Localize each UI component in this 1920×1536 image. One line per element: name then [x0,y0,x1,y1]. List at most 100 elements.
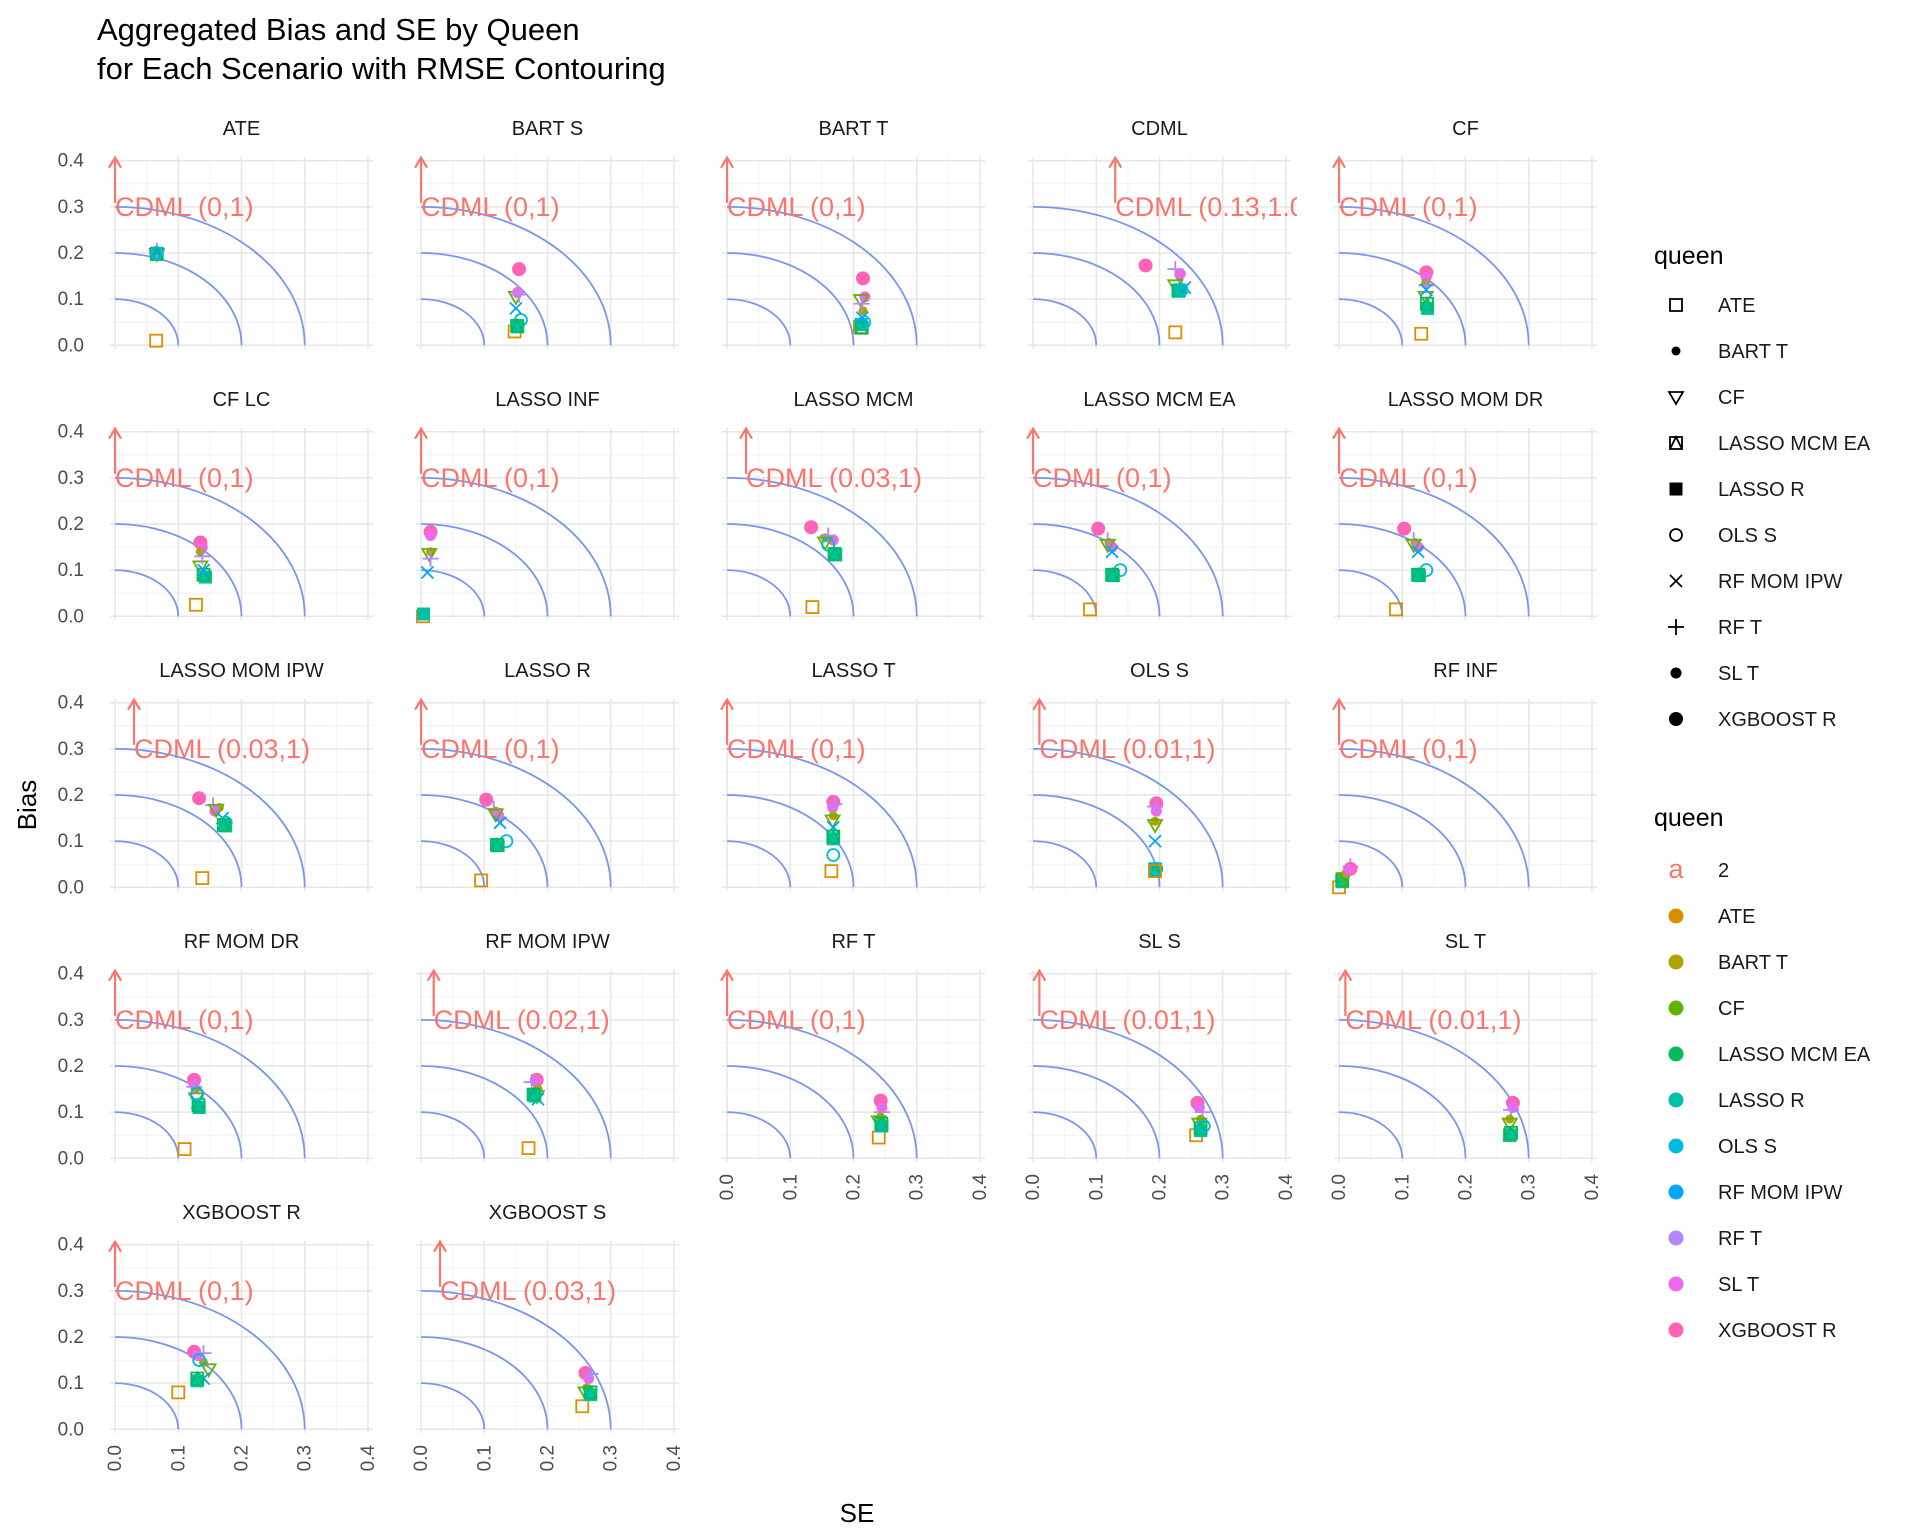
rmse-contour-0-2 [1033,523,1161,617]
shape-legend-item-rf-mom-ipw: RF MOM IPW [1669,571,1843,593]
rmse-contours [727,205,918,346]
panel-lasso-r: LASSO R CDML (0,1) [414,660,679,891]
panel-grid [1334,428,1597,620]
point-rf-t [195,1345,212,1362]
rmse-contour-0-2 [727,252,855,346]
rmse-contour-0-3 [115,205,306,346]
panel-points [1146,796,1164,879]
point-ols-s [190,1086,205,1101]
rmse-contours [727,1018,918,1159]
legend-key-swatch [1668,1092,1684,1108]
x-tick-label: 0.0 [105,1445,126,1471]
rmse-contour-0-2 [1339,794,1467,888]
panel-cdml: CDML CDML (0.13,1.0 [1028,118,1297,349]
point-cf [1501,1117,1519,1133]
cdml-annotation: CDML (0.13,1.0 [1108,155,1297,222]
legend-key-ols-s [1669,528,1683,542]
point-rf-mom-ipw [196,563,211,577]
point-sl-t [425,530,437,542]
cdml-annotation-text: CDML (0,1) [1339,463,1478,493]
cdml-arrow [1026,426,1041,474]
y-tick-label: 0.2 [58,1056,84,1077]
panel-ols-s: OLS S CDML (0.01,1) [1028,660,1291,891]
cdml-annotation-text: CDML (0,1) [421,192,560,222]
cdml-annotation: CDML (0.03,1) [127,697,310,764]
color-legend-item-ols-s: OLS S [1668,1136,1777,1158]
panel-rf-inf: RF INF CDML (0,1) [1332,660,1597,895]
cdml-annotation: CDML (0,1) [1332,155,1478,222]
x-tick-label: 0.0 [1329,1174,1350,1200]
cdml-annotation: CDML (0.03,1) [739,426,922,493]
panel-strip-label: SL S [1138,931,1181,953]
panel-grid [722,428,985,620]
point-rf-mom-ipw [1419,283,1433,297]
legend-key-lasso-mcm-ea [1669,434,1683,450]
color-legend-item-lasso-mcm-ea: LASSO MCM EA [1668,1044,1871,1066]
legend-key-rf-mom-ipw [1669,574,1683,588]
legend-label: RF T [1718,1228,1762,1250]
cdml-arrow [1332,697,1347,745]
point-xgboost-r [479,792,494,807]
rmse-contour-0-1 [421,1382,486,1430]
legend-key-cf [1667,391,1685,406]
cdml-annotation: CDML (0.01,1) [1032,968,1215,1035]
panel-grid [1334,157,1597,349]
panel-strip-label: RF INF [1433,660,1497,682]
point-ols-s [826,848,841,862]
cdml-annotation: CDML (0.01,1) [1338,968,1521,1035]
panel-grid [110,428,373,620]
x-tick-label: 0.4 [1276,1174,1297,1201]
point-rf-t [1147,798,1164,815]
cdml-arrow [720,697,735,745]
legend-label: SL T [1718,663,1759,685]
point-lasso-r [417,607,431,621]
rmse-contours [115,205,306,346]
cdml-annotation: CDML (0,1) [720,697,866,764]
legend-key-glyph: a [1668,854,1684,884]
panel-strip-label: LASSO T [811,660,895,682]
point-cf [1405,538,1423,554]
rmse-contours [1339,1018,1530,1159]
point-sl-t [1343,864,1355,876]
shape-legend-item-rf-t: RF T [1668,617,1762,639]
rmse-contour-0-2 [1033,1065,1161,1159]
rmse-contours [727,747,918,888]
legend-label: RF MOM IPW [1718,571,1843,593]
rmse-contour-0-1 [1339,1111,1404,1159]
x-axis-label: SE [840,1498,875,1528]
panel-strip-label: ATE [223,118,260,140]
panel-bart-s: BART S CDML (0,1) [414,118,679,349]
point-cf [487,808,505,824]
legend-label: LASSO R [1718,479,1805,501]
panel-cf-lc: CF LC CDML (0,1) 0.0 0.1 0.2 0.3 0.4 [58,389,373,627]
panel-points [148,242,166,348]
point-ols-s [1174,283,1189,297]
rmse-contours [421,205,612,346]
cdml-annotation-text: CDML (0.02,1) [434,1005,610,1035]
legend-key-swatch [1668,954,1684,970]
point-sl-t [1150,805,1162,817]
point-ate [1083,602,1097,617]
rmse-contour-0-3 [1339,205,1530,346]
legend-key-swatch [1668,1046,1684,1062]
point-ate [189,597,203,612]
rmse-contour-0-1 [421,1111,486,1159]
legend-key-sl-t [1670,667,1682,679]
x-tick-label: 0.1 [474,1445,495,1471]
shape-legend-item-ate: ATE [1669,295,1755,317]
point-ate [474,873,489,888]
cdml-arrow [108,968,123,1016]
cdml-annotation: CDML (0,1) [1332,426,1478,493]
panel-strip-label: LASSO MCM EA [1083,389,1236,411]
x-tick-label: 0.3 [907,1174,928,1200]
y-tick-label: 0.1 [58,831,84,852]
point-rf-mom-ipw [509,301,523,316]
cdml-annotation-text: CDML (0,1) [115,463,254,493]
legend-label: XGBOOST R [1718,1320,1837,1342]
panel-grid [1028,970,1291,1162]
panel-sl-t: SL T CDML (0.01,1) 0.0 0.1 0.2 0.3 0.4 [1329,931,1603,1200]
panel-grid [1334,699,1597,891]
legend-label: OLS S [1718,525,1777,547]
cdml-annotation: CDML (0,1) [108,155,254,222]
